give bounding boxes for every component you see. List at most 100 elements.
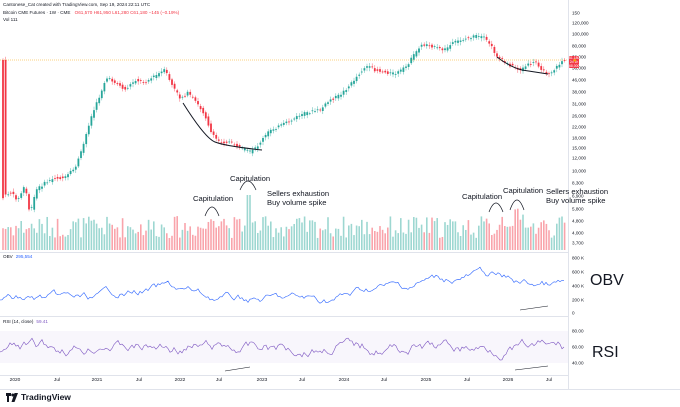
candle-body xyxy=(186,91,189,96)
volume-bar xyxy=(439,237,441,250)
candle-body xyxy=(25,188,28,194)
candle-body xyxy=(485,36,488,40)
candle-body xyxy=(145,82,147,84)
volume-bar xyxy=(296,218,298,250)
volume-bar xyxy=(88,216,90,250)
volume-bar xyxy=(290,226,293,250)
volume-bar xyxy=(7,227,9,250)
candle-body xyxy=(230,141,233,143)
candle-body xyxy=(548,73,550,75)
volume-bar xyxy=(470,234,472,250)
volume-bar xyxy=(28,228,30,250)
volume-bar xyxy=(246,195,249,250)
volume-bar xyxy=(251,222,254,250)
volume-bar xyxy=(223,218,225,250)
candle-body xyxy=(59,177,62,179)
candle-body xyxy=(197,101,199,105)
price-tick-15: 8,300 xyxy=(572,180,584,186)
rsi-legend[interactable]: RSI (14, close) 59.41 xyxy=(3,319,48,324)
symbol-name[interactable]: Bitcoin CME Futures · 1W · CME xyxy=(3,10,71,15)
price-tick-6: 46,000 xyxy=(572,77,587,83)
candle-body xyxy=(483,36,485,38)
last-price-tag: 61,180 2d 1h 68,000 xyxy=(569,56,579,68)
volume-bar xyxy=(548,230,550,250)
candle-body xyxy=(316,109,319,111)
alert-bell-icon[interactable]: ● xyxy=(573,58,577,64)
volume-bar xyxy=(257,232,259,250)
candle-body xyxy=(233,144,236,146)
volume-bar xyxy=(478,225,480,250)
pane-separator-rsi[interactable] xyxy=(0,316,568,317)
symbol-info[interactable]: Bitcoin CME Futures · 1W · CME O61,570 H… xyxy=(3,10,179,15)
candle-body xyxy=(178,94,181,99)
volume-bar xyxy=(514,209,516,250)
candle-body xyxy=(121,84,124,89)
candle-body xyxy=(324,103,327,107)
volume-bar xyxy=(160,224,163,250)
candle-body xyxy=(527,63,530,66)
tradingview-brand[interactable]: TradingView xyxy=(6,392,71,402)
obv-big-label: OBV xyxy=(590,272,624,289)
candle-body xyxy=(542,69,545,71)
candle-body xyxy=(160,71,163,74)
candle-body xyxy=(470,38,472,40)
volume-bar xyxy=(15,225,17,250)
candle-body xyxy=(12,191,15,195)
ohlc-values: O61,570 H61,950 L61,280 C61,180 −145 (−0… xyxy=(74,10,180,15)
volume-bar xyxy=(563,222,566,250)
candle-body xyxy=(355,76,358,82)
volume-bar xyxy=(543,220,545,250)
candle-body xyxy=(54,178,56,179)
volume-bar xyxy=(98,228,100,250)
candle-body xyxy=(243,148,246,151)
volume-bar xyxy=(374,231,376,250)
candle-body xyxy=(191,96,194,98)
candle-body xyxy=(249,150,251,152)
volume-bar xyxy=(366,221,368,250)
candle-body xyxy=(301,114,303,117)
volume-bar xyxy=(342,216,345,250)
volume-bar xyxy=(150,229,152,250)
obv-tick-2: 400 K xyxy=(572,283,585,289)
candle-body xyxy=(410,57,413,64)
volume-bar xyxy=(194,235,197,250)
pane-separator-obv[interactable] xyxy=(0,252,568,253)
volume-bar xyxy=(485,218,488,250)
price-axis[interactable] xyxy=(568,0,680,389)
obv-tick-0: 800 K xyxy=(572,255,585,261)
candle-body xyxy=(129,84,132,87)
candle-body xyxy=(132,82,134,84)
candle-body xyxy=(467,37,470,39)
price-tick-0: 150 xyxy=(572,10,580,16)
volume-bar xyxy=(77,218,80,250)
volume-bar xyxy=(202,228,204,250)
volume-bar xyxy=(527,227,529,250)
obv-legend[interactable]: OBV 295,554 xyxy=(3,254,32,259)
volume-bar xyxy=(517,208,519,250)
price-tick-8: 31,000 xyxy=(572,101,587,107)
volume-bar xyxy=(215,227,217,250)
price-chart-canvas[interactable] xyxy=(0,0,568,375)
volume-bar xyxy=(311,220,314,250)
candle-body xyxy=(194,97,197,101)
time-tick-13: Jul xyxy=(545,378,553,383)
candle-body xyxy=(321,107,324,112)
rsi-tick-2: 40.00 xyxy=(572,360,584,366)
volume-bar xyxy=(111,224,113,250)
candle-body xyxy=(457,40,459,43)
volume-bar xyxy=(179,237,181,250)
candle-body xyxy=(306,112,309,116)
volume-bar xyxy=(545,223,548,250)
candle-body xyxy=(72,169,75,172)
volume-bar xyxy=(452,221,454,250)
annotation-capitulation-right-2: Capitulation xyxy=(503,186,544,195)
volume-bar xyxy=(192,234,194,250)
capitulation-arc-left-2 xyxy=(239,180,257,191)
time-tick-2: 2021 xyxy=(91,378,103,383)
last-price-value: 61,180 xyxy=(569,56,580,60)
candle-body xyxy=(236,143,238,147)
volume-bar xyxy=(397,233,399,250)
candle-body xyxy=(397,71,400,74)
time-axis[interactable] xyxy=(0,375,568,389)
time-tick-8: 2024 xyxy=(338,378,350,383)
